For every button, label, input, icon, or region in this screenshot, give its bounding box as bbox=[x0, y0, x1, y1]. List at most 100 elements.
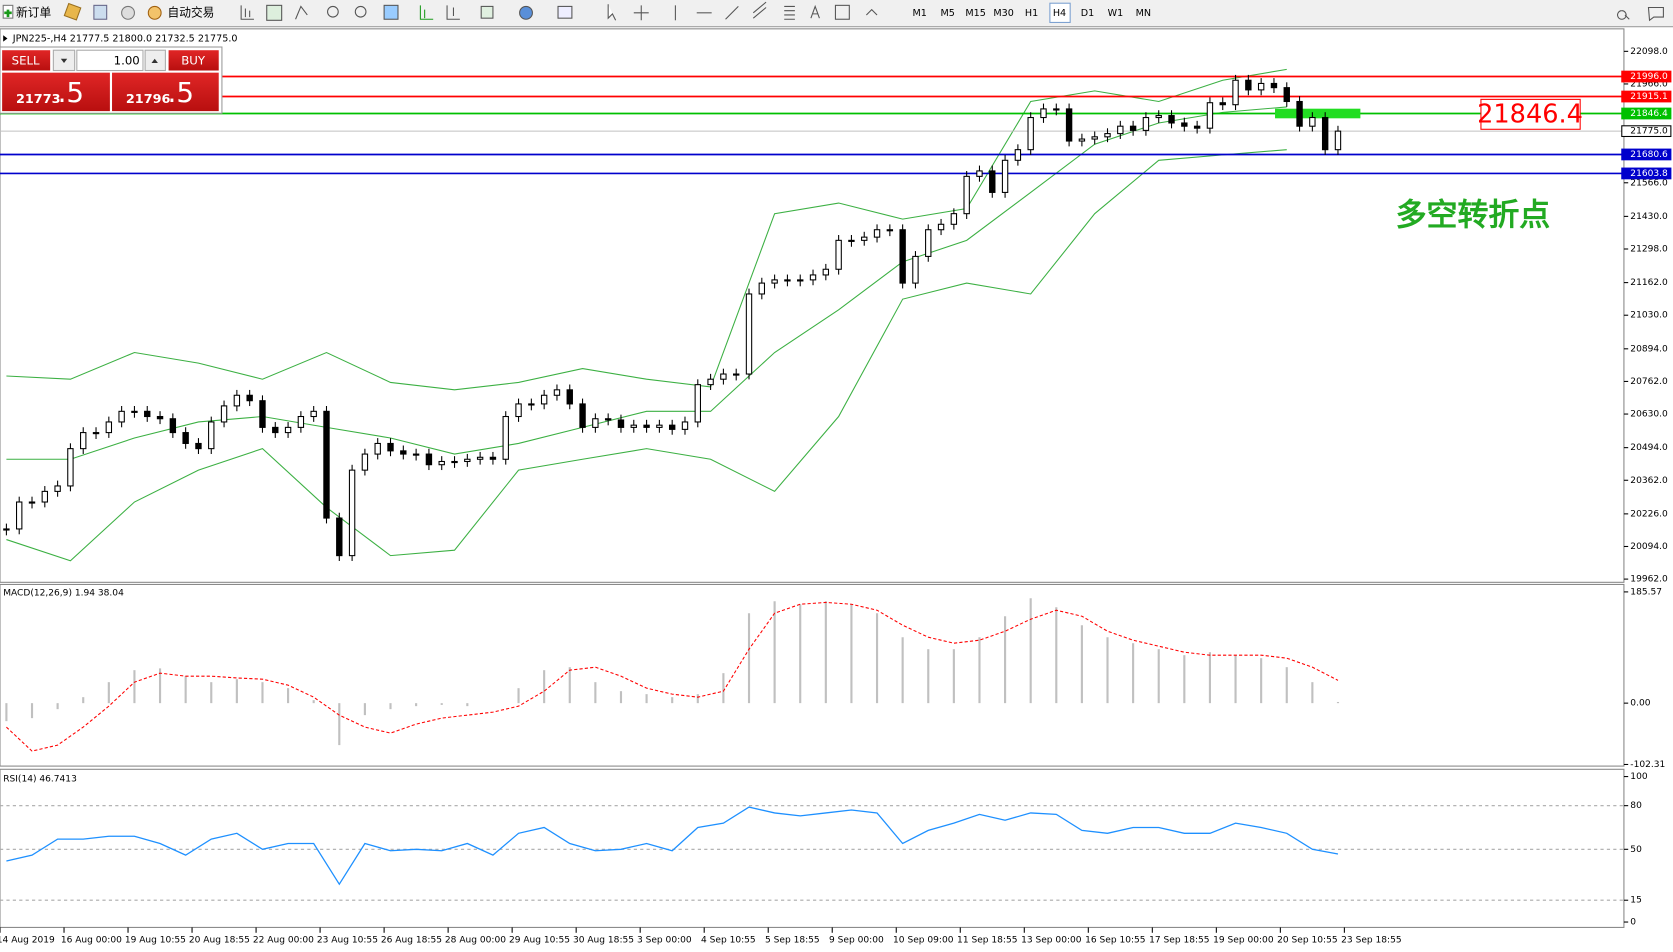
timeframe-button[interactable]: H4 bbox=[1053, 8, 1066, 19]
icon[interactable] bbox=[383, 4, 399, 20]
timeframe-button[interactable]: M30 bbox=[993, 8, 1013, 19]
volume-input[interactable] bbox=[76, 49, 144, 72]
timeframe-button[interactable]: H1 bbox=[1025, 8, 1038, 19]
icon[interactable] bbox=[752, 1, 767, 19]
icon[interactable] bbox=[93, 4, 108, 20]
candle bbox=[707, 378, 714, 386]
bid-main: 21773 bbox=[16, 92, 61, 107]
candle bbox=[1014, 149, 1022, 161]
candle bbox=[771, 279, 778, 284]
y-tick-label: 21162.0 bbox=[1630, 278, 1668, 288]
ask-price-button[interactable]: 21796 .5 bbox=[112, 72, 219, 112]
auto-trading-button[interactable]: 自动交易 bbox=[147, 5, 214, 20]
candle bbox=[28, 501, 36, 504]
candle bbox=[54, 485, 61, 492]
candle bbox=[1334, 130, 1342, 151]
icon bbox=[151, 58, 158, 64]
timeframe-button[interactable]: D1 bbox=[1081, 8, 1094, 19]
icon[interactable] bbox=[240, 5, 254, 20]
candle bbox=[144, 410, 151, 418]
y-tick-label: 100 bbox=[1630, 772, 1648, 782]
icon[interactable] bbox=[607, 4, 617, 21]
indicator-label: RSI(14) 46.7413 bbox=[3, 774, 77, 784]
price-tag bbox=[1621, 70, 1672, 83]
candle bbox=[1245, 79, 1252, 91]
candle bbox=[16, 501, 23, 530]
y-tick-label: 21298.0 bbox=[1630, 244, 1668, 254]
icon[interactable] bbox=[354, 5, 367, 18]
icon[interactable] bbox=[295, 5, 308, 20]
buy-button[interactable]: BUY bbox=[168, 50, 219, 71]
candle bbox=[1181, 122, 1188, 127]
candle bbox=[784, 279, 791, 282]
icon bbox=[147, 5, 162, 20]
icon[interactable] bbox=[633, 5, 649, 21]
symbol-header: JPN225-,H4 21777.5 21800.0 21732.5 21775… bbox=[12, 33, 238, 44]
candle bbox=[105, 421, 113, 434]
candle bbox=[656, 424, 663, 428]
rsi-line bbox=[6, 806, 1339, 886]
y-tick-label: -102.31 bbox=[1630, 760, 1665, 770]
candle bbox=[1078, 138, 1086, 142]
icon[interactable] bbox=[419, 5, 434, 20]
x-tick-label: 23 Sep 18:55 bbox=[1341, 936, 1401, 946]
candle bbox=[297, 415, 305, 428]
icon[interactable] bbox=[480, 5, 494, 19]
candle bbox=[502, 415, 509, 460]
bid-price-button[interactable]: 21773 .5 bbox=[2, 72, 110, 112]
x-tick-label: 9 Sep 00:00 bbox=[829, 936, 884, 946]
icon[interactable] bbox=[121, 5, 135, 20]
icon[interactable] bbox=[327, 5, 339, 18]
rsi-panel bbox=[0, 768, 1625, 928]
timeframe-button[interactable]: W1 bbox=[1108, 8, 1124, 19]
icon[interactable] bbox=[519, 5, 533, 20]
candle bbox=[1117, 125, 1124, 135]
candle bbox=[848, 239, 855, 242]
chart-layer: 22098.0 21966.0 21566.0 21430.0 21298.0 21162… bbox=[0, 47, 1672, 946]
candle bbox=[745, 293, 753, 375]
y-tick-label: 20226.0 bbox=[1630, 509, 1668, 519]
icon[interactable] bbox=[865, 8, 878, 16]
icon[interactable] bbox=[725, 6, 739, 20]
candle bbox=[809, 274, 817, 281]
candle bbox=[361, 453, 369, 471]
trade-panel: SELL 1.00 BUY 21773 .5 21796 .5 bbox=[0, 46, 223, 114]
icon[interactable] bbox=[1617, 10, 1630, 20]
price-tag bbox=[1621, 125, 1672, 138]
icon[interactable] bbox=[810, 4, 820, 19]
y-tick-label: 22098.0 bbox=[1630, 47, 1668, 57]
candle bbox=[681, 421, 689, 430]
y-tick-label: 20094.0 bbox=[1630, 542, 1668, 552]
candle bbox=[438, 460, 445, 466]
new-order-button[interactable]: 新订单 bbox=[2, 4, 51, 19]
candle bbox=[899, 229, 906, 284]
candle bbox=[1142, 117, 1150, 131]
header-marker bbox=[3, 35, 8, 42]
icon[interactable] bbox=[266, 4, 283, 21]
candle bbox=[451, 460, 458, 464]
candle bbox=[937, 223, 945, 231]
callout-box bbox=[1480, 98, 1581, 130]
candle bbox=[169, 418, 177, 434]
macd-signal bbox=[6, 601, 1339, 752]
icon[interactable] bbox=[834, 4, 850, 20]
icon[interactable] bbox=[1647, 6, 1664, 22]
icon[interactable] bbox=[446, 5, 460, 20]
level-marker bbox=[1275, 108, 1361, 119]
candle bbox=[528, 403, 535, 406]
icon[interactable] bbox=[784, 5, 795, 20]
timeframe-button[interactable]: MN bbox=[1136, 8, 1151, 19]
sell-button[interactable]: SELL bbox=[2, 50, 51, 71]
timeframe-button[interactable]: M15 bbox=[965, 8, 985, 19]
icon[interactable] bbox=[63, 2, 82, 21]
toolbar: 新订单 自动交易 bbox=[0, 0, 1673, 28]
timeframe-button[interactable]: M5 bbox=[940, 8, 954, 19]
candle bbox=[989, 170, 996, 193]
candle bbox=[579, 403, 586, 428]
volume-value: 1.00 bbox=[114, 53, 140, 67]
toolbar-bg bbox=[0, 0, 1673, 27]
timeframe-button[interactable]: M1 bbox=[913, 8, 927, 19]
new-order-label: 新订单 bbox=[16, 5, 51, 19]
icon[interactable] bbox=[557, 5, 573, 19]
